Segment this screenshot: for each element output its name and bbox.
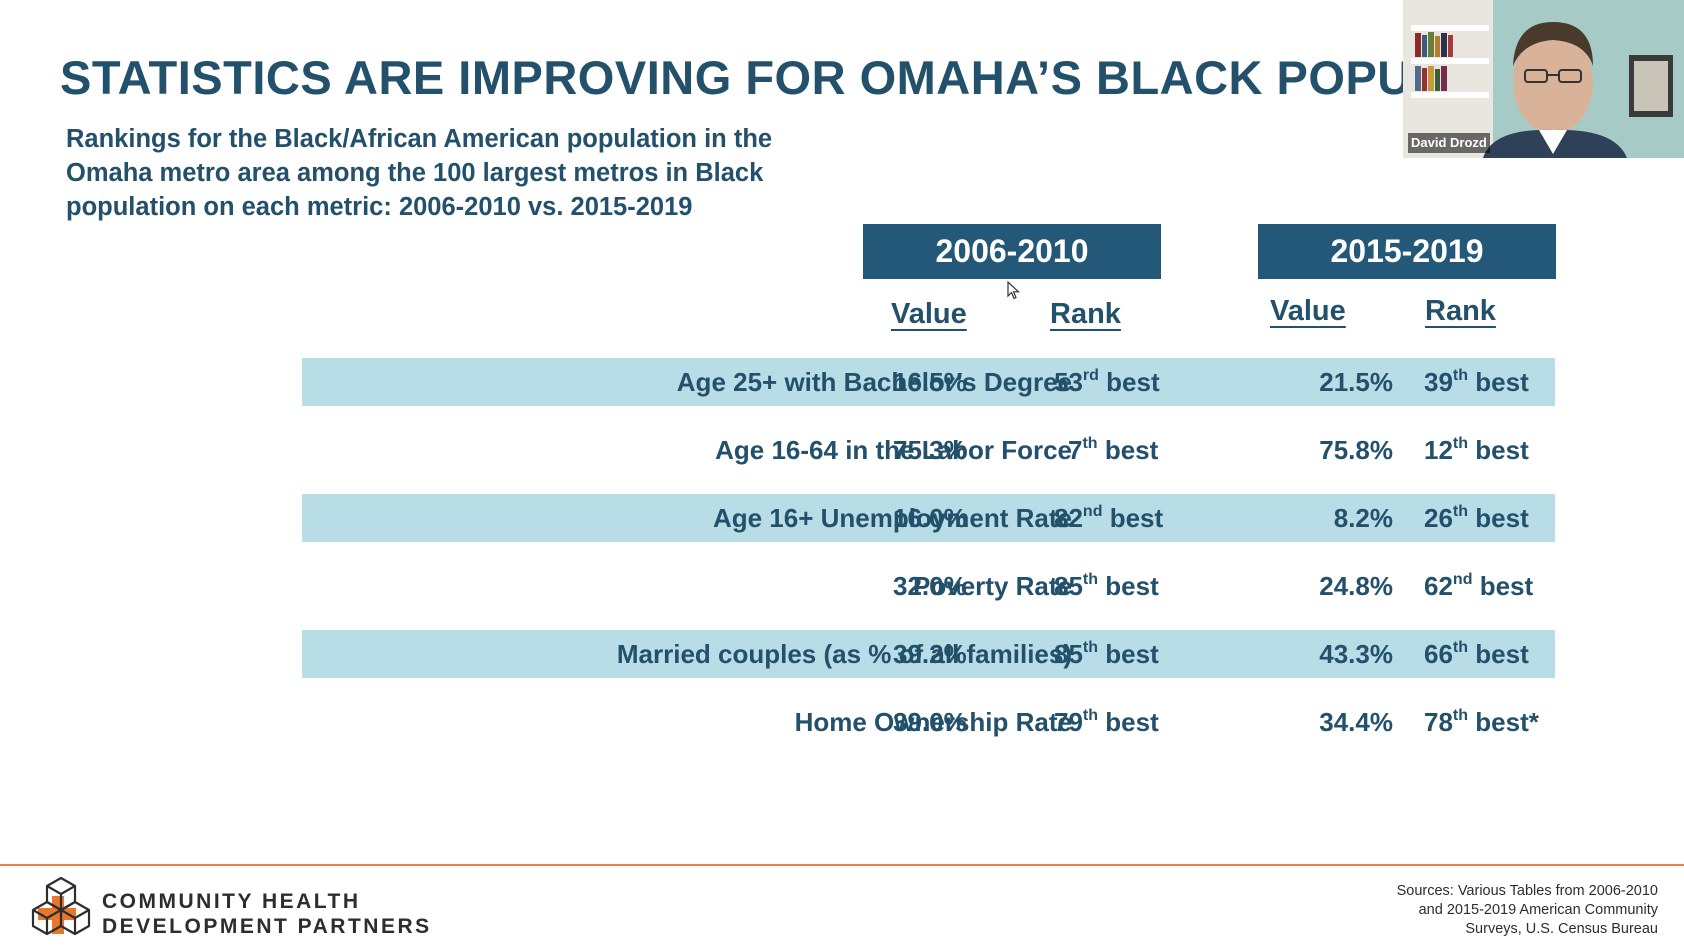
metric-label: Age 16-64 in the Labor Force xyxy=(715,435,1072,465)
rank-2006: 85th best xyxy=(1054,639,1159,669)
table-row: Poverty Rate 32.0% 85th best 24.8% 62nd … xyxy=(302,562,1555,610)
rank-2006: 53rd best xyxy=(1054,367,1160,397)
rank-2015: 12th best xyxy=(1424,435,1529,465)
rank-2015: 78th best* xyxy=(1424,707,1539,737)
chdp-logo-icon xyxy=(31,876,91,936)
value-2015: 75.8% xyxy=(1319,435,1393,465)
column-header-value-2006: Value xyxy=(891,298,967,330)
sources-line: Sources: Various Tables from 2006-2010 xyxy=(1396,883,1658,899)
rank-2015: 62nd best xyxy=(1424,571,1534,601)
metric-label: Age 16+ Unemployment Rate xyxy=(712,503,1072,533)
cursor-arrow-icon xyxy=(1007,281,1021,300)
value-2015: 43.3% xyxy=(1319,639,1393,669)
sources-line: and 2015-2019 American Community xyxy=(1418,902,1658,918)
logo-text-line2: DEVELOPMENT PARTNERS xyxy=(102,915,432,938)
value-2006: 39.2% xyxy=(893,639,967,669)
value-2006: 16.5% xyxy=(893,367,967,397)
rank-2015: 26th best xyxy=(1424,503,1529,533)
participant-name-label: David Drozd xyxy=(1408,133,1490,153)
metric-label: Age 25+ with Bachelor’s Degree xyxy=(676,367,1072,397)
value-2006: 75.3% xyxy=(893,435,967,465)
webcam-feed xyxy=(1403,0,1684,158)
participant-video-tile[interactable]: David Drozd xyxy=(1403,0,1684,158)
slide-subtitle: Rankings for the Black/African American … xyxy=(66,125,773,221)
value-2015: 24.8% xyxy=(1319,571,1393,601)
rank-2006: 82nd best xyxy=(1054,503,1164,533)
table-row: Age 16+ Unemployment Rate 16.0% 82nd bes… xyxy=(302,494,1555,542)
column-header-value-2015: Value xyxy=(1270,295,1346,327)
table-row: Home Ownership Rate 39.0% 79th best 34.4… xyxy=(302,698,1555,746)
value-2015: 8.2% xyxy=(1333,503,1393,533)
value-2006: 32.0% xyxy=(893,571,967,601)
metric-label: Home Ownership Rate xyxy=(794,707,1072,737)
rank-2006: 7th best xyxy=(1068,435,1159,465)
rank-2006: 79th best xyxy=(1054,707,1159,737)
table-row: Married couples (as % of all families) 3… xyxy=(302,630,1555,678)
sources-line: Surveys, U.S. Census Bureau xyxy=(1465,921,1658,937)
rank-2015: 66th best xyxy=(1424,639,1529,669)
table-row: Age 25+ with Bachelor’s Degree 16.5% 53r… xyxy=(302,358,1555,406)
footer-divider xyxy=(0,864,1684,866)
value-2015: 21.5% xyxy=(1319,367,1393,397)
sources-note: Sources: Various Tables from 2006-2010 a… xyxy=(1298,882,1658,939)
rank-2015: 39th best xyxy=(1424,367,1529,397)
logo-text-line1: COMMUNITY HEALTH xyxy=(102,890,361,913)
table-row: Age 16-64 in the Labor Force 75.3% 7th b… xyxy=(302,426,1555,474)
column-header-rank-2006: Rank xyxy=(1050,298,1121,330)
period-header-2015-2019: 2015-2019 xyxy=(1258,224,1556,279)
rank-2006: 85th best xyxy=(1054,571,1159,601)
column-header-rank-2015: Rank xyxy=(1425,295,1496,327)
value-2006: 16.0% xyxy=(893,503,967,533)
value-2015: 34.4% xyxy=(1319,707,1393,737)
metric-label: Poverty Rate xyxy=(913,571,1072,601)
period-header-2006-2010: 2006-2010 xyxy=(863,224,1161,279)
value-2006: 39.0% xyxy=(893,707,967,737)
metric-label: Married couples (as % of all families) xyxy=(616,639,1072,669)
slide-title: STATISTICS ARE IMPROVING FOR OMAHA’S BLA… xyxy=(60,51,1405,104)
